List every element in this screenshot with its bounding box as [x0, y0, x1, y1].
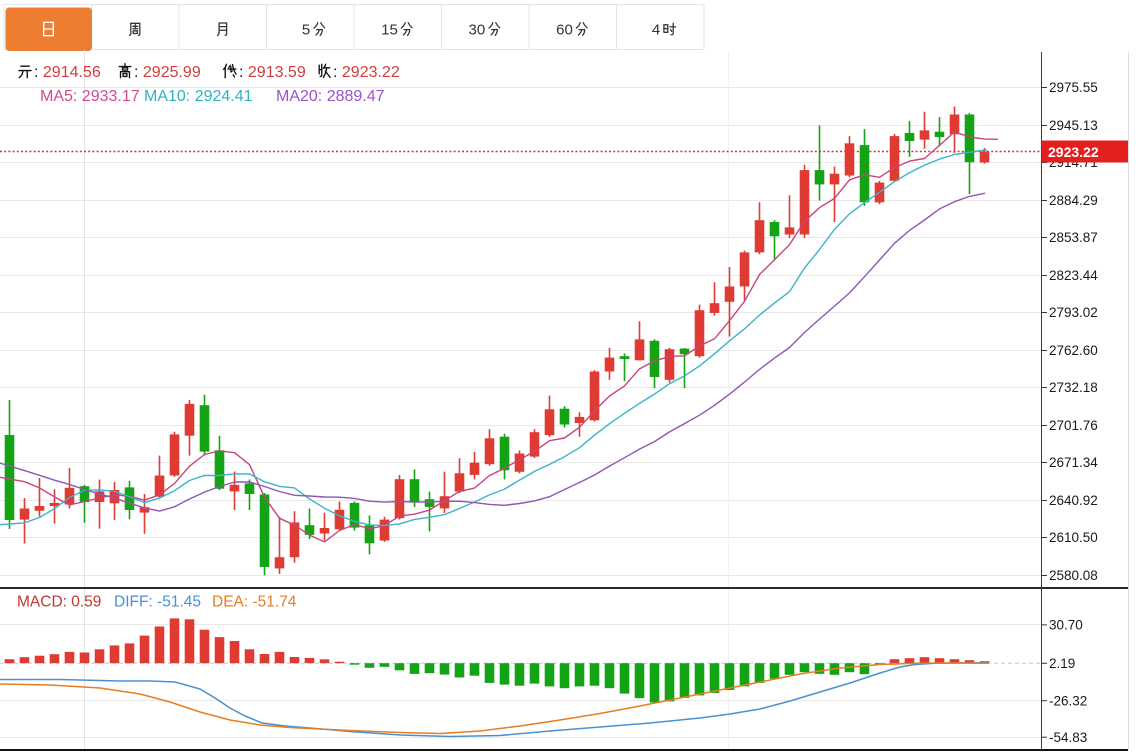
svg-text:2945.13: 2945.13	[1049, 118, 1098, 133]
svg-text:MACD: 0.59: MACD: 0.59	[17, 594, 101, 611]
svg-text:2640.92: 2640.92	[1049, 493, 1098, 508]
svg-text:2732.18: 2732.18	[1049, 380, 1098, 395]
svg-text:2762.60: 2762.60	[1049, 343, 1098, 358]
svg-text:4: 4	[652, 22, 660, 39]
svg-text:2923.22: 2923.22	[1048, 144, 1099, 160]
svg-text:2.19: 2.19	[1049, 656, 1075, 671]
svg-text:-26.32: -26.32	[1049, 693, 1087, 708]
svg-text:2793.02: 2793.02	[1049, 305, 1098, 320]
svg-text:DEA: -51.74: DEA: -51.74	[212, 594, 297, 611]
svg-text:: 2914.56: : 2914.56	[34, 64, 101, 81]
svg-text:: 2913.59: : 2913.59	[239, 64, 306, 81]
svg-text:-54.83: -54.83	[1049, 730, 1087, 745]
svg-text:15: 15	[381, 22, 398, 39]
svg-text:: 2925.99: : 2925.99	[134, 64, 201, 81]
svg-text:2884.29: 2884.29	[1049, 193, 1098, 208]
svg-text:5: 5	[302, 22, 310, 39]
svg-text:2701.76: 2701.76	[1049, 418, 1098, 433]
svg-text:2975.55: 2975.55	[1049, 80, 1098, 95]
svg-text:: 2923.22: : 2923.22	[333, 64, 400, 81]
svg-text:2671.34: 2671.34	[1049, 455, 1098, 470]
svg-text:DIFF: -51.45: DIFF: -51.45	[114, 594, 201, 611]
svg-text:30: 30	[469, 22, 486, 39]
svg-text:2853.87: 2853.87	[1049, 230, 1098, 245]
svg-text:60: 60	[556, 22, 573, 39]
svg-text:2823.44: 2823.44	[1049, 268, 1098, 283]
svg-text:2610.50: 2610.50	[1049, 530, 1098, 545]
svg-text:2580.08: 2580.08	[1049, 568, 1098, 583]
svg-text:MA10: 2924.41: MA10: 2924.41	[144, 88, 253, 105]
svg-text:30.70: 30.70	[1049, 618, 1083, 633]
svg-text:MA5: 2933.17: MA5: 2933.17	[40, 88, 140, 105]
svg-text:MA20: 2889.47: MA20: 2889.47	[276, 88, 385, 105]
